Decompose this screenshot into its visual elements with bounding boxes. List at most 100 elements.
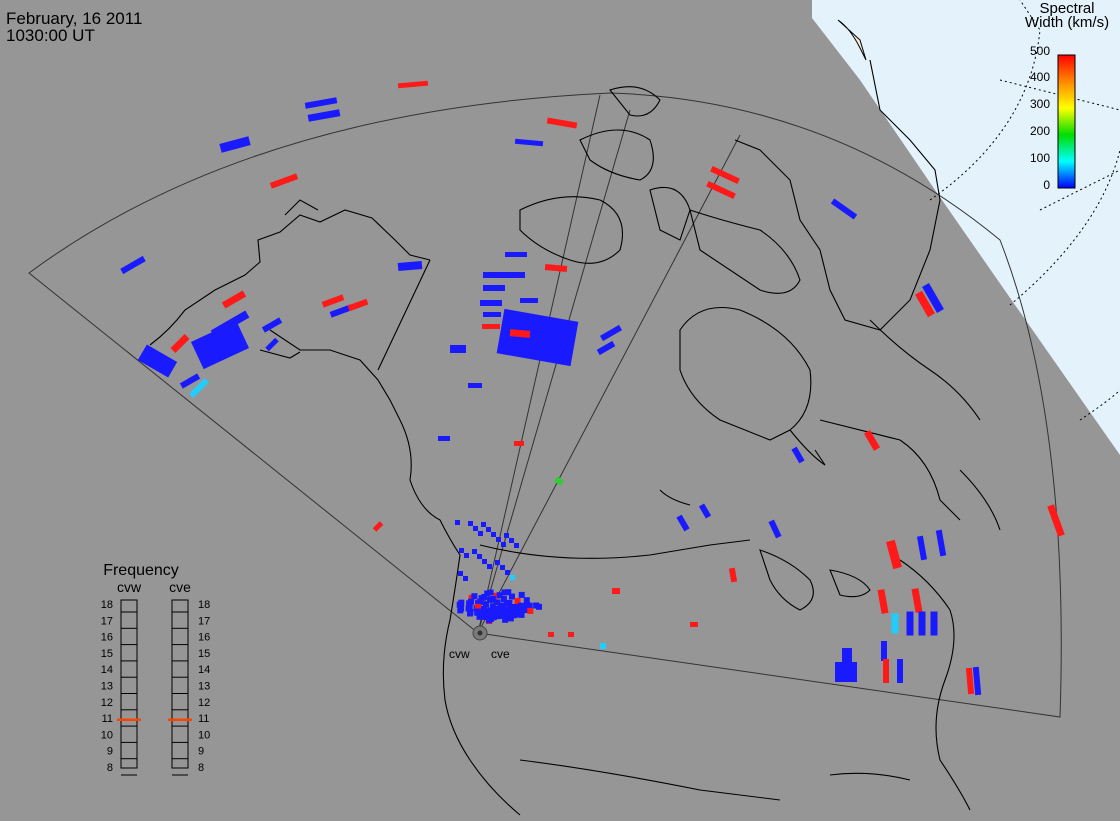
echo-cell xyxy=(478,531,483,536)
echo-cell xyxy=(397,80,429,89)
echo-cell xyxy=(491,532,496,537)
echo-cell xyxy=(536,603,542,610)
echo-cell xyxy=(505,613,512,620)
echo-cell xyxy=(881,641,887,661)
echo-cell xyxy=(179,373,201,389)
echo-cell xyxy=(261,317,283,333)
echo-cell xyxy=(596,340,616,356)
echo-cell xyxy=(509,538,514,543)
echo-cell xyxy=(468,521,473,526)
frequency-tick-label: 14 xyxy=(101,664,113,676)
echo-cell xyxy=(523,597,530,604)
radar-label-cve: cve xyxy=(491,647,510,661)
radar-site-center xyxy=(477,630,483,636)
echo-cell xyxy=(886,539,902,570)
echo-cell xyxy=(891,613,899,634)
frequency-title: Frequency xyxy=(103,562,179,579)
echo-cell xyxy=(347,298,369,312)
echo-cell xyxy=(676,514,690,532)
echo-cell xyxy=(372,521,384,532)
echo-cell xyxy=(496,537,501,542)
echo-cell xyxy=(863,430,881,451)
echo-cell xyxy=(482,614,489,620)
echo-cell xyxy=(458,599,465,606)
radar-fov-outline xyxy=(28,92,1062,718)
echo-cell xyxy=(546,117,578,129)
frequency-tick-label: 9 xyxy=(198,746,204,758)
colorbar-tick-0: 0 xyxy=(1043,178,1050,192)
echo-cell xyxy=(518,611,525,618)
echo-cell xyxy=(397,260,423,272)
echo-cell xyxy=(480,610,487,617)
echo-cell xyxy=(468,383,482,388)
echo-cell xyxy=(221,290,247,309)
echo-cell xyxy=(474,608,481,615)
frequency-tick-label: 11 xyxy=(198,713,209,725)
echo-cell xyxy=(517,602,524,609)
echo-cell xyxy=(842,648,852,678)
echo-cell xyxy=(189,378,209,398)
echo-cell xyxy=(495,560,500,565)
echo-cell xyxy=(510,575,515,580)
echo-cell xyxy=(269,173,299,189)
frequency-tick-label: 10 xyxy=(198,729,210,741)
echo-cell xyxy=(554,476,564,486)
frequency-tick-label: 17 xyxy=(101,615,113,627)
echo-cell xyxy=(511,612,518,619)
echo-cell xyxy=(511,608,518,615)
echo-cell xyxy=(487,564,492,569)
echo-cell xyxy=(464,553,469,558)
coastlines xyxy=(149,59,1001,816)
echo-cell xyxy=(514,138,544,147)
colorbar-scale xyxy=(1057,54,1076,189)
echo-cell xyxy=(501,542,506,547)
echo-cell xyxy=(911,588,923,613)
echo-cell xyxy=(498,609,505,616)
echo-cell xyxy=(219,136,251,153)
echo-cell xyxy=(484,590,491,597)
frequency-tick-label: 14 xyxy=(198,664,210,676)
echo-cell xyxy=(698,503,712,519)
frequency-tick-label: 17 xyxy=(198,615,210,627)
echo-cell xyxy=(544,264,568,272)
echo-cell xyxy=(493,592,500,599)
colorbar-tick-500: 500 xyxy=(1030,44,1050,58)
echo-cell xyxy=(486,527,491,532)
echo-cell xyxy=(483,272,525,278)
header-time: 1030:00 UT xyxy=(6,26,95,45)
echo-cell xyxy=(972,666,982,696)
echo-cell xyxy=(710,165,740,185)
frequency-tick-label: 11 xyxy=(102,713,113,725)
colorbar-tick-100: 100 xyxy=(1030,151,1050,165)
frequency-tick-label: 15 xyxy=(101,648,113,660)
echo-cell xyxy=(768,519,782,539)
echo-cell xyxy=(170,333,190,354)
echo-cell xyxy=(506,599,513,606)
echo-cell xyxy=(467,609,474,615)
echo-cell xyxy=(496,308,579,367)
radar-label-cvw: cvw xyxy=(449,647,470,661)
echo-cell xyxy=(487,589,494,596)
echo-cell xyxy=(830,198,858,220)
echo-cell xyxy=(455,520,460,525)
echo-cell xyxy=(509,593,515,600)
echo-cell xyxy=(466,604,473,610)
echo-cell xyxy=(487,615,494,622)
echo-cell xyxy=(494,599,501,606)
echo-cell xyxy=(483,285,505,291)
echo-cell xyxy=(500,596,507,602)
echo-cell xyxy=(503,606,510,613)
echo-cell xyxy=(520,298,538,303)
echo-cell xyxy=(501,589,508,596)
echo-cell xyxy=(505,589,512,596)
echo-cell xyxy=(321,294,345,308)
colorbar-title-1: Spectral xyxy=(1039,0,1094,17)
echo-cell xyxy=(487,607,494,614)
echo-cell xyxy=(514,598,521,604)
echo-cell xyxy=(505,570,510,575)
frequency-tick-label: 8 xyxy=(198,762,204,774)
echo-cell xyxy=(502,616,509,623)
frequency-tick-label: 16 xyxy=(101,632,113,644)
frequency-scale-cvw xyxy=(120,599,138,769)
